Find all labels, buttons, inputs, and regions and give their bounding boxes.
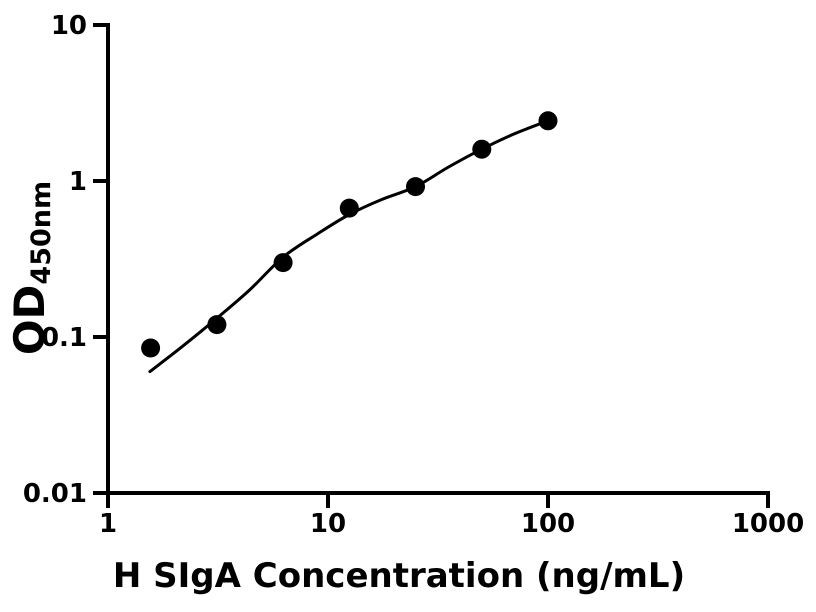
y-axis-title-subscript: 450nm [26, 180, 57, 285]
x-tick-label: 100 [521, 509, 575, 539]
fitted-curve [148, 119, 550, 374]
data-point [406, 177, 425, 197]
data-point [273, 253, 293, 273]
y-tick-label: 0.1 [41, 323, 87, 353]
y-axis-title: OD450nm [5, 181, 57, 355]
x-tick-label: 1 [99, 509, 117, 539]
data-point [538, 111, 558, 131]
y-tick-label: 10 [51, 11, 87, 41]
x-axis-title: H SIgA Concentration (ng/mL) [112, 556, 686, 596]
data-point [339, 198, 359, 218]
data-point [472, 139, 492, 159]
y-tick-label: 1 [69, 167, 87, 197]
x-tick-label: 1000 [732, 509, 804, 539]
y-tick-label: 0.01 [23, 479, 87, 509]
data-point [141, 338, 161, 358]
data-point [207, 315, 227, 335]
x-tick-label: 10 [310, 509, 346, 539]
y-axis-title-main: OD [5, 284, 54, 356]
axis-lines [106, 23, 770, 495]
